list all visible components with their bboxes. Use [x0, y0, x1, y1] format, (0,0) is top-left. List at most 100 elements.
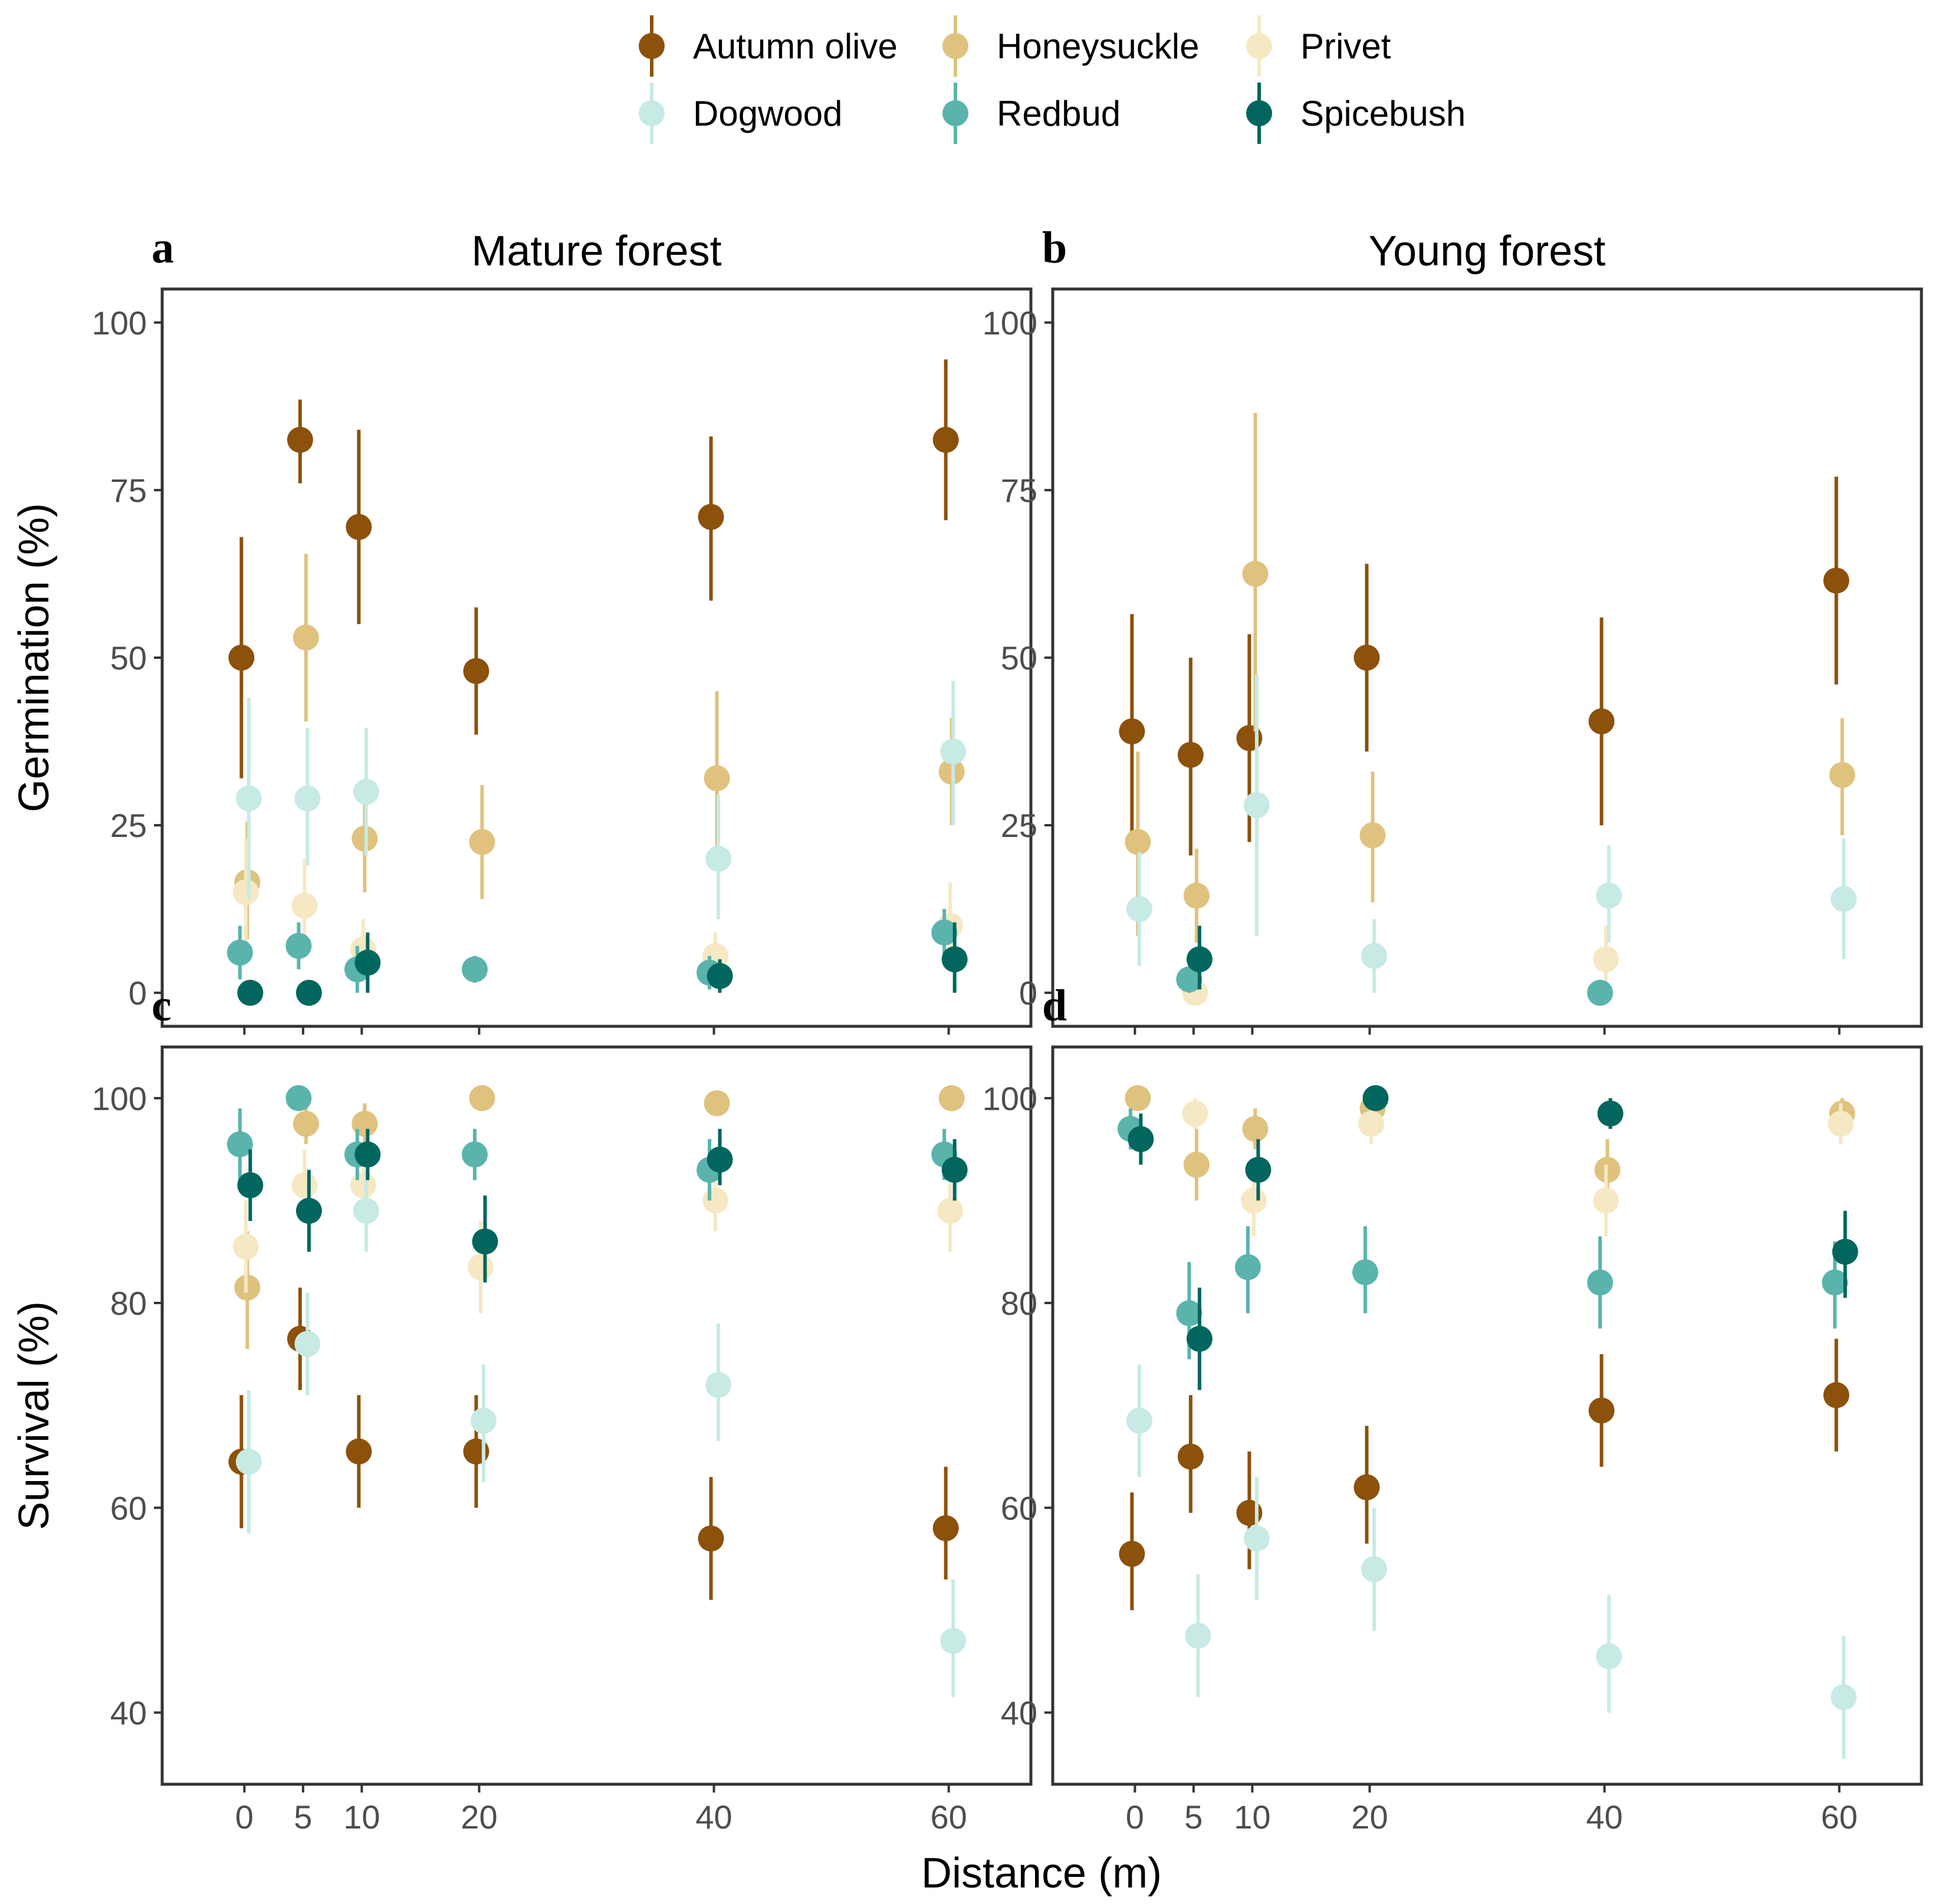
x-tick-label: 60	[1821, 1798, 1858, 1836]
panel-d: 40 60 80 100 0 5 10 20 40 60 d	[983, 981, 1923, 1836]
data-point	[940, 738, 967, 765]
data-point	[1245, 1157, 1272, 1183]
x-tick-label: 20	[461, 1798, 497, 1836]
panel-frame	[1051, 1045, 1923, 1786]
y-tick-label: 100	[983, 1080, 1037, 1117]
x-tick-label: 20	[1351, 1798, 1388, 1836]
y-tick-label: 0	[1019, 974, 1037, 1012]
data-point	[1352, 1259, 1378, 1285]
data-point	[1128, 1126, 1154, 1153]
series-autumn-olive	[228, 359, 959, 779]
data-point	[1119, 718, 1145, 744]
data-point	[1243, 792, 1270, 818]
series-dogwood	[1126, 1364, 1857, 1759]
data-point	[1361, 943, 1387, 969]
data-point	[232, 879, 259, 905]
data-point	[1361, 1556, 1387, 1583]
series-spicebush	[1128, 1085, 1858, 1390]
data-point	[1832, 1239, 1858, 1265]
x-axis-title: Distance (m)	[921, 1850, 1162, 1897]
data-point	[1126, 896, 1152, 923]
panel-frame	[1051, 287, 1923, 1028]
series-dogwood	[235, 681, 967, 920]
series-spicebush	[237, 1128, 968, 1283]
data-point	[226, 940, 253, 966]
data-point	[1125, 829, 1151, 855]
data-point	[698, 504, 724, 530]
data-point	[1831, 1684, 1857, 1711]
data-point	[705, 845, 732, 872]
x-tick-label: 40	[1586, 1798, 1622, 1836]
series-redbud	[1176, 966, 1614, 1006]
y-tick-label: 100	[92, 304, 147, 342]
panel-frame	[160, 1045, 1033, 1786]
legend-label: Dogwood	[693, 94, 843, 133]
data-point	[287, 426, 313, 453]
y-tick-label: 0	[129, 974, 147, 1012]
data-point	[1234, 1254, 1261, 1281]
data-point	[1593, 946, 1619, 973]
y-tick-label: 80	[110, 1285, 147, 1322]
data-point	[940, 1627, 967, 1654]
x-tick-label: 5	[294, 1798, 312, 1836]
data-point	[1829, 761, 1855, 788]
legend-label: Spicebush	[1300, 94, 1466, 133]
data-point	[1359, 822, 1386, 849]
data-point	[237, 1172, 264, 1199]
data-point	[1593, 1187, 1619, 1214]
data-point	[1240, 1187, 1267, 1214]
y-tick-label: 100	[92, 1080, 147, 1117]
y-tick-label: 100	[983, 304, 1037, 342]
series-dogwood	[1126, 674, 1857, 993]
y-tick-label: 50	[1001, 639, 1037, 677]
data-point	[285, 933, 312, 959]
y-tick-label: 75	[110, 472, 147, 509]
y-tick-label: 25	[110, 807, 147, 844]
data-point	[1183, 1151, 1210, 1178]
panel-label: a	[152, 223, 174, 273]
data-point	[1597, 1100, 1624, 1127]
data-point	[932, 1515, 959, 1541]
panel-title: Mature forest	[471, 228, 721, 275]
x-tick-label: 0	[1126, 1798, 1144, 1836]
data-point	[1119, 1541, 1145, 1567]
data-point	[1353, 645, 1380, 671]
x-tick-label: 40	[695, 1798, 732, 1836]
data-point	[291, 1172, 318, 1199]
data-point	[707, 1146, 733, 1173]
legend-key-dot	[639, 33, 665, 59]
legend: Autumn olive Honeysuckle Privet Dogwood Redb…	[639, 15, 1466, 144]
data-point	[698, 1525, 724, 1552]
data-point	[295, 980, 322, 1006]
data-point	[1242, 1115, 1269, 1142]
data-point	[294, 785, 321, 812]
data-point	[941, 946, 968, 973]
legend-key-dot	[639, 100, 665, 126]
y-tick-label: 25	[1001, 807, 1037, 844]
legend-key-dot	[1246, 100, 1272, 126]
panel-label: d	[1042, 981, 1067, 1030]
panel-title: Young forest	[1369, 228, 1606, 275]
series-spicebush	[1186, 925, 1213, 990]
data-point	[1176, 1300, 1203, 1327]
data-point	[1125, 1085, 1151, 1111]
data-point	[1126, 1407, 1152, 1434]
data-point	[704, 1090, 730, 1117]
panel-label: c	[152, 981, 172, 1030]
legend-key-dot	[1246, 33, 1272, 59]
data-point	[235, 785, 262, 812]
x-tick-label: 10	[343, 1798, 380, 1836]
data-point	[467, 1254, 494, 1281]
data-point	[354, 950, 381, 976]
data-point	[1822, 1269, 1848, 1296]
y-axis-title: Survival (%)	[11, 1301, 58, 1530]
series-autumn-olive	[228, 1287, 959, 1600]
data-point	[1185, 1623, 1211, 1649]
y-tick-label: 60	[1001, 1489, 1037, 1527]
data-point	[353, 779, 379, 805]
data-point	[1828, 1111, 1854, 1137]
data-point	[1242, 560, 1269, 587]
x-tick-label: 0	[235, 1798, 254, 1836]
data-point	[346, 514, 372, 540]
